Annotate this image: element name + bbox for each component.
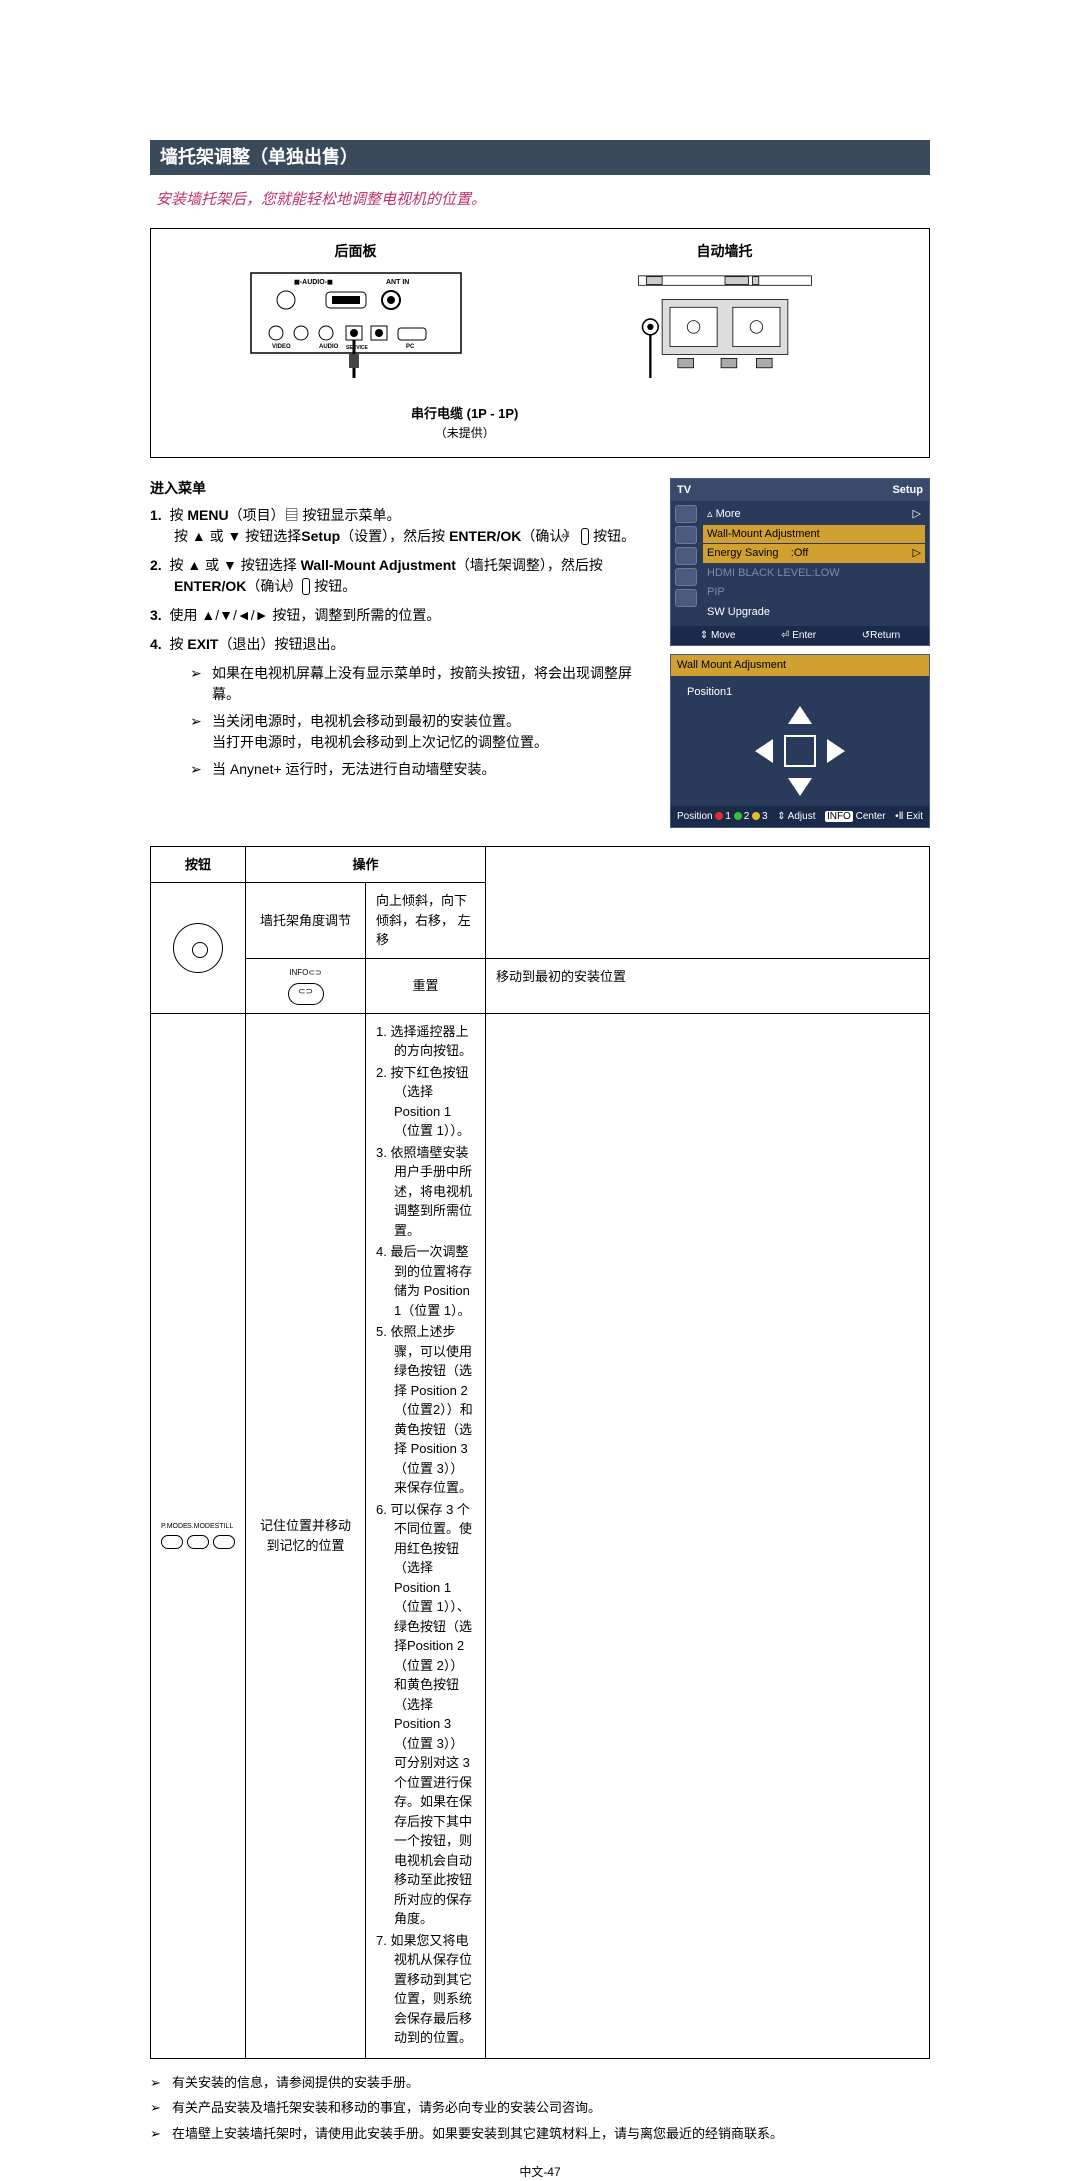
r1-desc: 向上倾斜，向下倾斜，右移， 左移 (366, 883, 486, 959)
info-button-icon: ⊂⊃ (288, 983, 324, 1005)
osd-tv-label: TV (677, 482, 691, 499)
auto-mount-label: 自动墙托 (540, 241, 909, 262)
th-action: 操作 (246, 846, 486, 883)
osd-move-hint: ⇕ Move (700, 628, 736, 643)
svg-text:SERVICE: SERVICE (346, 345, 369, 351)
osd-adjust-hint: ⇕ Adjust (777, 809, 815, 824)
step-3: 3. 使用 ▲/▼/◄/► 按钮，调整到所需的位置。 (150, 605, 650, 626)
bottom-note-3: 在墙壁上安装墙托架时，请使用此安装手册。如果要安装到其它建筑材料上，请与离您最近… (150, 2124, 930, 2144)
page-number: 中文-47 (150, 2163, 930, 2181)
svg-text:AUDIO: AUDIO (319, 344, 339, 350)
osd-wall-mount-row: Wall-Mount Adjustment (703, 525, 925, 544)
dpad-icon (755, 706, 845, 796)
connection-diagram: 后面板 ◼-AUDIO-◼ ANT IN VIDEO AUDIO PC SERV… (150, 228, 930, 458)
table-row: INFO⊂⊃ ⊂⊃ 重置 移动到最初的安装位置 (151, 958, 930, 1013)
rear-panel-label: 后面板 (171, 241, 540, 262)
osd-return-hint: ↺Return (862, 628, 900, 643)
step-2: 2. 按 ▲ 或 ▼ 按钮选择 Wall-Mount Adjustment（墙托… (150, 555, 650, 597)
osd-position-menu: Wall Mount Adjusment Position1 Position … (670, 654, 930, 828)
r2-label: 重置 (366, 958, 486, 1013)
osd-pip-row: PIP (703, 583, 925, 602)
r3-label: 记住位置并移动到记忆的位置 (246, 1013, 366, 2058)
remote-dpad-icon (173, 923, 223, 973)
table-row: 墙托架角度调节 向上倾斜，向下倾斜，右移， 左移 (151, 883, 930, 959)
cable-label: 串行电缆 (1P - 1P) （未提供） (411, 404, 518, 443)
osd-info-hint: INFO Center (825, 809, 886, 824)
osd-sidebar-icons (675, 505, 699, 610)
osd-setup-label: Setup (892, 482, 923, 499)
osd-setup-menu: TV Setup ▵ More▷ Wall-Mount Adjustment E… (670, 478, 930, 647)
osd-exit-hint: •Ⅱ Exit (895, 809, 923, 824)
step-1: 1. 按 MENU（项目）▤ 按钮显示菜单。 按 ▲ 或 ▼ 按钮选择Setup… (150, 505, 650, 547)
wall-mount-icon (605, 268, 845, 378)
svg-text:ANT IN: ANT IN (386, 279, 409, 286)
svg-text:◼-AUDIO-◼: ◼-AUDIO-◼ (294, 279, 333, 286)
svg-text:VIDEO: VIDEO (272, 344, 291, 350)
remote-dpad-cell (151, 883, 246, 1014)
step-note-3: 当 Anynet+ 运行时，无法进行自动墙壁安装。 (190, 759, 650, 780)
osd-sw-row: SW Upgrade (703, 603, 925, 622)
step-note-2: 当关闭电源时，电视机会移动到最初的安装位置。当打开电源时，电视机会移动到上次记忆… (190, 711, 650, 753)
bottom-note-2: 有关产品安装及墙托架安装和移动的事宜，请务必向专业的安装公司咨询。 (150, 2098, 930, 2118)
page-title: 墙托架调整（单独出售） (150, 140, 930, 175)
r1-label: 墙托架角度调节 (246, 883, 366, 959)
osd-enter-hint: ⏎ Enter (781, 628, 816, 643)
enter-menu-heading: 进入菜单 (150, 478, 650, 499)
osd-position-header: Wall Mount Adjusment (671, 655, 929, 676)
step-note-1: 如果在电视机屏幕上没有显示菜单时，按箭头按钮，将会出现调整屏幕。 (190, 663, 650, 705)
osd-position-label: Position1 (679, 684, 921, 701)
th-button: 按钮 (151, 846, 246, 883)
bottom-note-1: 有关安装的信息，请参阅提供的安装手册。 (150, 2073, 930, 2093)
osd-more: ▵ More▷ (703, 505, 925, 524)
color-buttons-icon (161, 1535, 235, 1549)
color-btn-cell: P.MODES.MODESTILL (151, 1013, 246, 2058)
instructions-column: 进入菜单 1. 按 MENU（项目）▤ 按钮显示菜单。 按 ▲ 或 ▼ 按钮选择… (150, 478, 650, 828)
info-btn-cell: INFO⊂⊃ ⊂⊃ (246, 958, 366, 1013)
r3-desc: 1. 选择遥控器上的方向按钮。 2. 按下红色按钮（选择 Position 1（… (366, 1013, 486, 2058)
osd-hdmi-row: HDMI BLACK LEVEL:LOW (703, 564, 925, 583)
svg-text:PC: PC (406, 344, 415, 350)
step-4: 4. 按 EXIT（退出）按钮退出。 (150, 634, 650, 655)
osd-energy-row: Energy Saving :Off▷ (703, 544, 925, 563)
page-subtitle: 安装墙托架后，您就能轻松地调整电视机的位置。 (150, 189, 930, 212)
osd-column: TV Setup ▵ More▷ Wall-Mount Adjustment E… (670, 478, 930, 828)
osd-position-hint: Position 1 2 3 (677, 809, 768, 824)
action-table: 按钮 操作 墙托架角度调节 向上倾斜，向下倾斜，右移， 左移 INFO⊂⊃ ⊂⊃… (150, 846, 930, 2059)
r2-desc: 移动到最初的安装位置 (486, 958, 930, 1013)
table-row: P.MODES.MODESTILL 记住位置并移动到记忆的位置 1. 选择遥控器… (151, 1013, 930, 2058)
rear-panel-icon: ◼-AUDIO-◼ ANT IN VIDEO AUDIO PC SERVICE (246, 268, 466, 378)
bottom-notes: 有关安装的信息，请参阅提供的安装手册。 有关产品安装及墙托架安装和移动的事宜，请… (150, 2073, 930, 2144)
